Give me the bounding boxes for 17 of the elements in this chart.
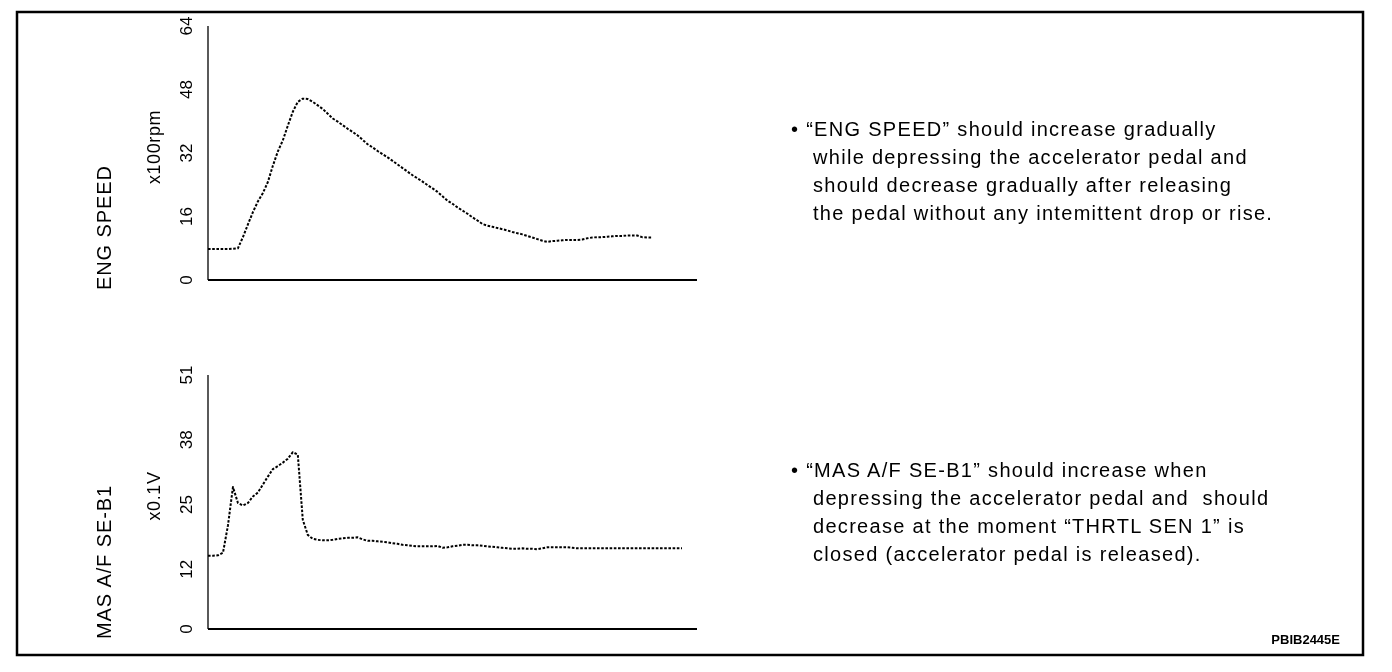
y-axis-title: ENG SPEED xyxy=(93,165,115,290)
y-tick-label: 16 xyxy=(177,207,196,226)
text: x0.1V xyxy=(144,471,164,521)
y-axis-title: MAS A/F SE-B1 xyxy=(93,485,115,639)
y-tick-label: 64 xyxy=(177,16,196,36)
y-tick-label: 32 xyxy=(177,143,196,163)
y-tick-label: 0 xyxy=(177,624,196,634)
y-tick-label: 51 xyxy=(177,365,196,385)
y-tick-label: 48 xyxy=(177,80,196,99)
text: PBIB2445E xyxy=(1271,632,1341,647)
y-tick-label: 12 xyxy=(177,559,196,579)
text: • “MAS A/F SE-B1” should increase when depressing the accelerator pedal and should decrease at the moment “THRTL SEN 1” is closed (accelerator pedal is released). xyxy=(791,459,1270,565)
text: x100rpm xyxy=(144,109,164,185)
text: • “ENG SPEED” should increase gradually while depressing the accelerator pedal and should decrease gradually after releasing the pedal without any intemittent drop or rise. xyxy=(791,118,1274,224)
y-tick-label: 25 xyxy=(177,495,196,514)
y-tick-label: 38 xyxy=(177,430,196,450)
y-tick-label: 0 xyxy=(177,275,196,285)
